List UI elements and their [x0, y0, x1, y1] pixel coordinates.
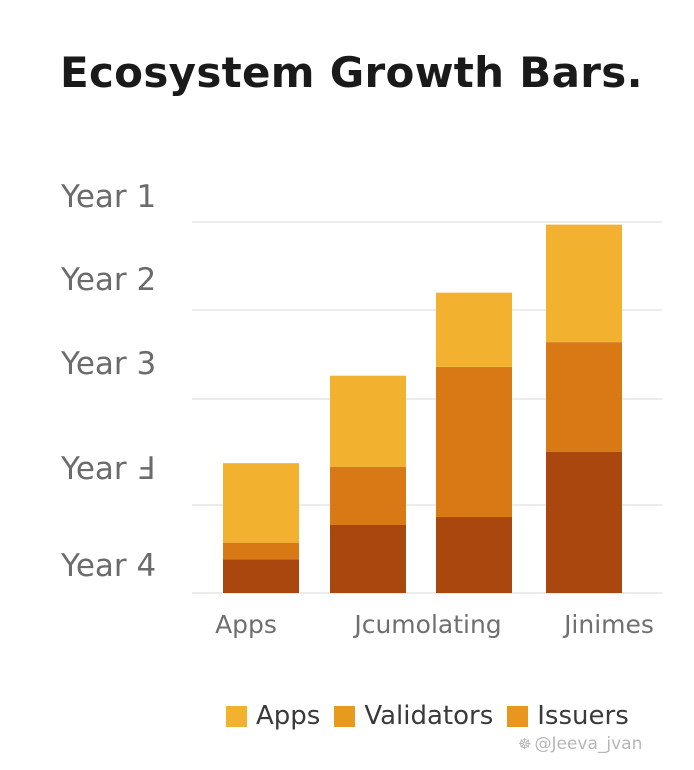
x-axis: Apps Jcumolating Jinimes	[215, 610, 654, 639]
x-tick-label: Apps	[215, 610, 277, 639]
legend-swatch	[334, 705, 356, 727]
bar-segment	[436, 366, 512, 518]
bar-segment	[546, 342, 622, 452]
legend-swatch	[226, 705, 247, 727]
bar-segment	[223, 463, 299, 543]
watermark-text: @Jeeva_jvan	[534, 734, 643, 754]
weibo-icon: ☸	[518, 735, 532, 753]
bar-chart: Year 4 Year Ⅎ Year 3 Year 2 Year 1 Apps Jcumo…	[60, 179, 662, 639]
legend-item: Validators	[334, 701, 493, 731]
legend: Apps Validators Issuers	[226, 701, 643, 731]
legend-label: Validators	[364, 701, 494, 731]
bars	[223, 224, 622, 593]
legend-item: Apps	[226, 701, 320, 731]
bar-segment	[546, 451, 622, 593]
y-tick-label: Year 3	[60, 346, 156, 382]
bar-segment	[436, 292, 512, 367]
legend-swatch	[507, 705, 529, 727]
chart-title: Ecosystem Growth Bars.	[60, 48, 643, 97]
bar-segment	[330, 466, 406, 525]
y-tick-label: Year 2	[60, 262, 156, 298]
y-tick-label: Year Ⅎ	[60, 451, 154, 487]
bar-segment	[223, 559, 299, 593]
bar-segment	[546, 224, 622, 343]
y-tick-label: Year 1	[60, 179, 156, 215]
bar-segment	[436, 517, 512, 593]
bar-segment	[223, 542, 299, 560]
legend-label: Issuers	[537, 701, 629, 731]
bar-segment	[330, 524, 406, 593]
watermark: ☸ @Jeeva_jvan	[518, 734, 642, 754]
legend-item: Issuers	[507, 701, 629, 731]
y-tick-label: Year 4	[60, 548, 156, 584]
bar-segment	[330, 375, 406, 467]
y-axis: Year 4 Year Ⅎ Year 3 Year 2 Year 1	[60, 179, 156, 584]
x-tick-label: Jinimes	[562, 610, 654, 639]
legend-label: Apps	[256, 701, 321, 731]
x-tick-label: Jcumolating	[352, 610, 501, 639]
